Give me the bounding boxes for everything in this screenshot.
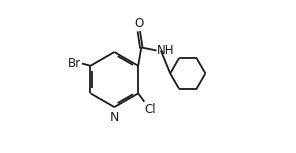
Text: O: O [134, 17, 144, 30]
Text: N: N [110, 111, 119, 124]
Text: NH: NH [157, 44, 175, 57]
Text: Cl: Cl [145, 103, 156, 116]
Text: Br: Br [68, 57, 81, 70]
